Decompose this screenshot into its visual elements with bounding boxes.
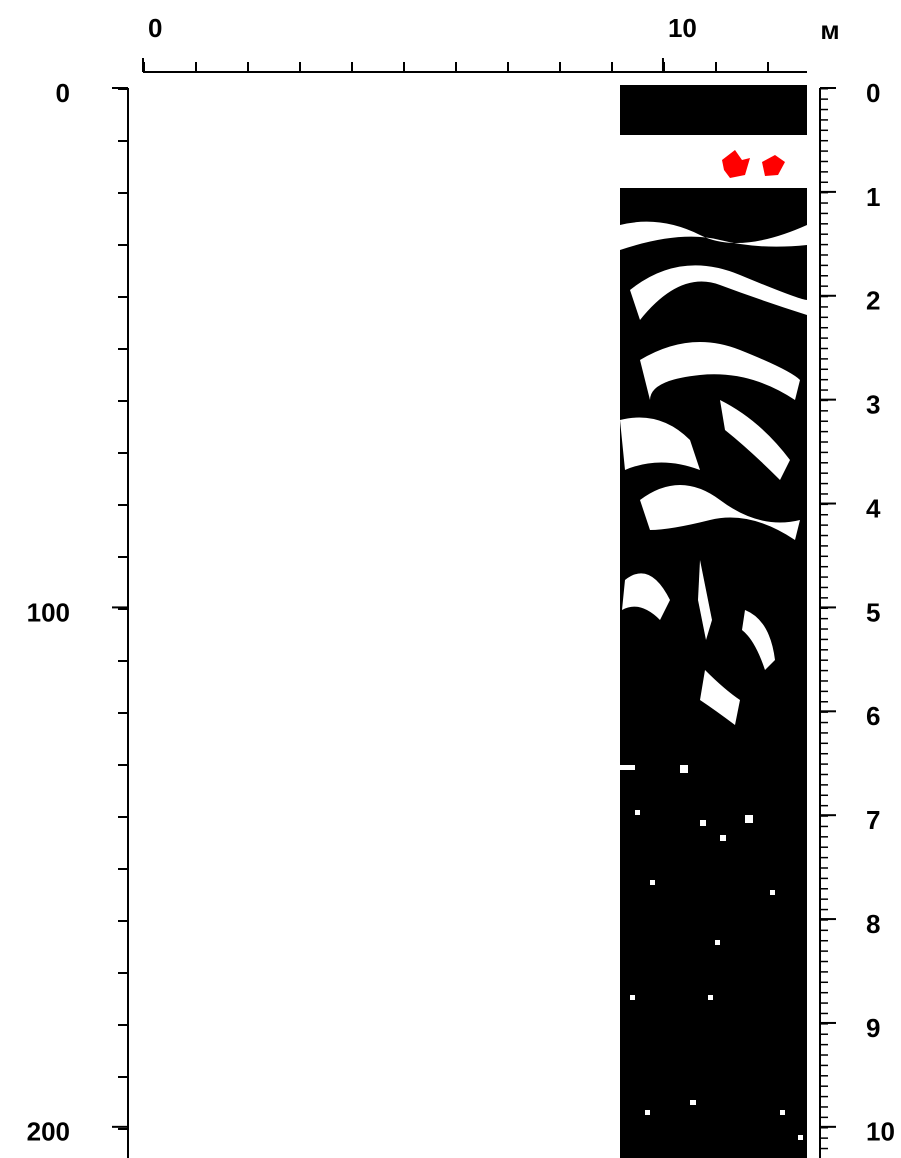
- y-minor-ticks: [116, 88, 130, 1158]
- y2-tick-label: 9: [866, 1013, 880, 1043]
- radargram-image: [620, 85, 807, 1158]
- y2-tick-label: 2: [866, 286, 880, 316]
- y2-minor-ticks: [818, 88, 830, 1158]
- y-tick-label: 100: [27, 597, 70, 627]
- y2-tick-label: 10: [866, 1117, 895, 1147]
- y2-tick-label: 1: [866, 182, 880, 212]
- x-tick-label: 0: [148, 13, 162, 43]
- y2-tick-label: 4: [866, 493, 881, 523]
- x-tick-label: 10: [668, 13, 697, 43]
- y2-tick-label: 6: [866, 701, 880, 731]
- x-unit: м: [820, 15, 839, 45]
- y-tick-label: 0: [56, 78, 70, 108]
- y2-tick-label: 5: [866, 597, 880, 627]
- y-tick-label: 200: [27, 1117, 70, 1147]
- y2-tick-label: 8: [866, 909, 880, 939]
- y2-tick-label: 0: [866, 78, 880, 108]
- y2-tick-label: 3: [866, 390, 880, 420]
- x-minor-ticks: [143, 60, 809, 72]
- y2-tick-label: 7: [866, 805, 880, 835]
